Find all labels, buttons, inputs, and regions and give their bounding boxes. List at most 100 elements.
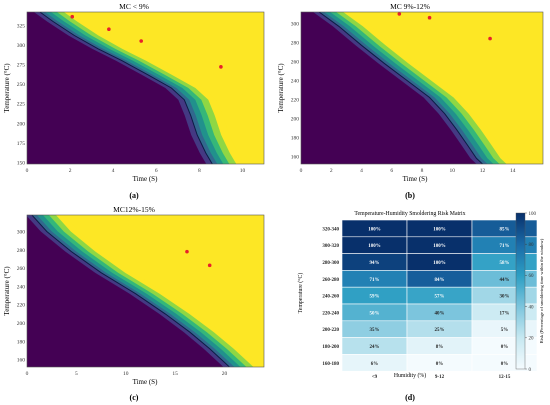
panel-a-point-2 [139,39,143,43]
panel-a-ylabel: Temperature (°C) [3,63,11,113]
panel-a-point-0 [70,14,75,19]
matrix-cell-label: 44% [500,278,510,283]
panel-c-xtick-2: 10 [123,371,129,377]
panel-a-ytick-1: 175 [17,141,26,147]
colorbar-tick-3: 60 [529,274,535,279]
panel-a-ytick-5: 275 [17,62,26,68]
panel-b-xtick-4: 8 [421,168,424,174]
matrix-cell-label: 58% [500,261,510,266]
matrix-cell-label: 100% [433,261,446,266]
panel-c-xtick-4: 20 [222,371,228,377]
panel-c: MC12%-15% 0 5 10 15 20 160 180 200 220 240 260 280… [3,205,265,402]
matrix-cell-label: 25% [435,328,445,333]
panel-b-ytick-7: 300 [291,21,300,27]
panel-c-ytick-6: 280 [17,248,26,254]
matrix-cell-label: 30% [500,295,510,300]
panel-a-ytick-0: 150 [17,160,26,166]
colorbar-tick-1: 20 [529,337,535,342]
panel-b-xtick-7: 14 [510,168,516,174]
panel-a-label: (a) [129,191,139,200]
panel-c-ytick-0: 160 [17,358,26,364]
matrix-cell-label: 50% [370,311,380,316]
matrix-cell-label: 0% [436,362,444,367]
panel-a-xtick-2: 4 [112,168,115,174]
panel-b-ytick-5: 260 [291,59,300,65]
panel-c-ytick-7: 300 [17,229,26,235]
panel-a-xlabel: Time (S) [133,175,159,183]
matrix-cell-label: 94% [370,261,380,266]
panel-d-ylabel: Temperature (°C) [297,273,304,314]
panel-b-boundary-line [318,12,483,164]
panel-d: Temperature-Humidity Smoldering Risk Mat… [297,211,544,402]
matrix-row-label: 160-180 [322,362,339,367]
panel-d-label: (d) [405,393,415,402]
panel-b-plot [301,12,515,164]
panel-c-ytick-3: 220 [17,303,26,309]
panel-c-ytick-4: 240 [17,284,26,290]
panel-c-band-6 [27,216,224,367]
panel-c-plot [27,215,262,367]
matrix-cell-label: 71% [370,278,380,283]
matrix-row-label: 180-200 [322,345,339,350]
matrix-cell-label: 100% [368,244,381,249]
panel-a: MC < 9% 0 2 4 6 8 10 150 175 200 225 250 275 300 325… [3,2,265,200]
matrix-row-label: 280-300 [322,261,339,266]
matrix-col-label: 9-12 [435,375,445,380]
matrix-cell-label: 24% [370,345,380,350]
panel-a-point-3 [219,65,223,69]
panel-b-xtick-0: 0 [300,168,303,174]
panel-a-point-1 [107,27,111,32]
matrix-cell-label: 85% [500,227,510,232]
panel-c-ytick-1: 180 [17,339,26,345]
matrix-cell-label: 17% [500,311,510,316]
matrix-row-label: 260-280 [322,278,339,283]
panel-c-ylabel: Temperature (°C) [3,266,11,316]
panel-b-ylabel: Temperature (°C) [277,63,285,113]
panel-b-point-2 [488,36,492,41]
panel-b-ytick-1: 180 [291,135,300,141]
matrix-row-label: 220-240 [322,311,339,316]
panel-a-xtick-5: 10 [240,168,246,174]
panel-b-xtick-5: 10 [450,168,456,174]
matrix-cell-label: 59% [370,295,380,300]
matrix-row-label: 320-340 [322,227,339,232]
panel-c-ytick-5: 260 [17,266,26,272]
panel-b-label: (b) [405,191,415,200]
panel-b-title: MC 9%-12% [390,2,430,11]
panel-b-xtick-2: 4 [360,168,363,174]
panel-b-point-0 [397,12,402,16]
colorbar-tick-5: 100 [529,212,537,217]
panel-c-ytick-2: 200 [17,321,26,327]
panel-a-boundary-line [39,12,213,164]
panel-b-xtick-6: 12 [480,168,486,174]
panel-b-xtick-3: 6 [390,168,393,174]
matrix-cell-label: 100% [433,227,446,232]
panel-b-ytick-0: 160 [291,154,300,160]
panel-b-point-1 [427,15,432,20]
panel-b-ytick-6: 280 [291,40,300,46]
matrix-cell-label: 5% [501,328,509,333]
panel-c-xlabel: Time (S) [133,378,159,386]
colorbar-tick-2: 40 [529,305,535,310]
matrix-cell-label: 84% [435,278,445,283]
panel-d-xlabel: Humidity (%) [394,372,426,379]
panel-b-ytick-2: 200 [291,116,300,122]
panel-a-band-6 [27,12,207,164]
matrix-row-label: 200-220 [322,328,339,333]
panel-b-band-6 [301,12,477,164]
panel-c-xtick-0: 0 [26,371,29,377]
panel-d-colorbar [515,212,526,370]
matrix-cell-label: 71% [500,244,510,249]
panel-c-xtick-3: 15 [172,371,178,377]
panel-d-colorbar-label: Risk (Percentage of smoldering time with… [539,238,544,343]
panel-a-ytick-3: 225 [17,102,26,108]
matrix-cell-label: 0% [501,362,509,367]
panel-a-xtick-1: 2 [69,168,72,174]
matrix-cell-label: 0% [501,345,509,350]
matrix-row-label: 300-320 [322,244,339,249]
panel-a-xtick-3: 6 [155,168,158,174]
panel-d-title: Temperature-Humidity Smoldering Risk Mat… [354,211,465,217]
matrix-cell-label: 40% [435,311,445,316]
matrix-cell-label: 8% [436,345,444,350]
